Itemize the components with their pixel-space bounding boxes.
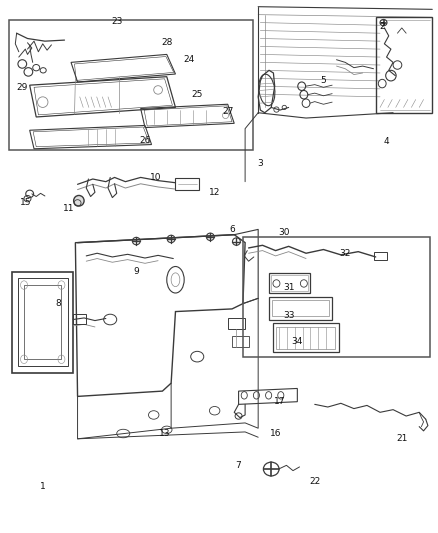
Bar — [9, 20, 253, 150]
Text: 2: 2 — [379, 22, 385, 31]
Text: 15: 15 — [20, 198, 31, 207]
Text: 3: 3 — [258, 159, 263, 167]
Bar — [374, 252, 387, 260]
Bar — [228, 318, 245, 329]
Text: 7: 7 — [236, 461, 241, 470]
Ellipse shape — [74, 196, 84, 206]
Text: 28: 28 — [161, 38, 173, 47]
Text: 12: 12 — [209, 188, 220, 197]
Text: 21: 21 — [396, 434, 407, 443]
Text: 23: 23 — [111, 17, 122, 26]
Text: 11: 11 — [63, 204, 74, 213]
Text: 16: 16 — [270, 429, 281, 438]
Bar — [243, 237, 430, 357]
Bar — [269, 297, 332, 319]
Bar — [271, 275, 308, 291]
Bar — [232, 336, 250, 347]
Bar — [176, 179, 199, 190]
Text: 32: 32 — [339, 249, 351, 258]
Text: 4: 4 — [384, 138, 389, 147]
Bar — [269, 273, 311, 293]
Text: 30: 30 — [279, 228, 290, 237]
Text: 1: 1 — [40, 482, 46, 491]
Text: 24: 24 — [183, 55, 194, 64]
Text: 31: 31 — [283, 283, 294, 292]
Text: 29: 29 — [17, 83, 28, 92]
Text: 8: 8 — [55, 299, 61, 308]
Text: 26: 26 — [139, 136, 151, 145]
Text: 17: 17 — [274, 397, 286, 406]
Text: 9: 9 — [134, 268, 139, 276]
Text: 13: 13 — [159, 429, 170, 438]
Text: 22: 22 — [309, 477, 320, 486]
Text: 5: 5 — [321, 76, 326, 85]
Text: 25: 25 — [191, 90, 203, 99]
Text: 10: 10 — [150, 173, 162, 182]
Bar — [272, 301, 328, 317]
Text: 27: 27 — [222, 107, 233, 116]
Bar — [73, 314, 86, 324]
Text: 33: 33 — [283, 311, 294, 320]
Bar — [276, 327, 335, 349]
Text: 6: 6 — [229, 225, 235, 234]
Bar — [273, 323, 339, 352]
Text: 34: 34 — [291, 337, 302, 346]
